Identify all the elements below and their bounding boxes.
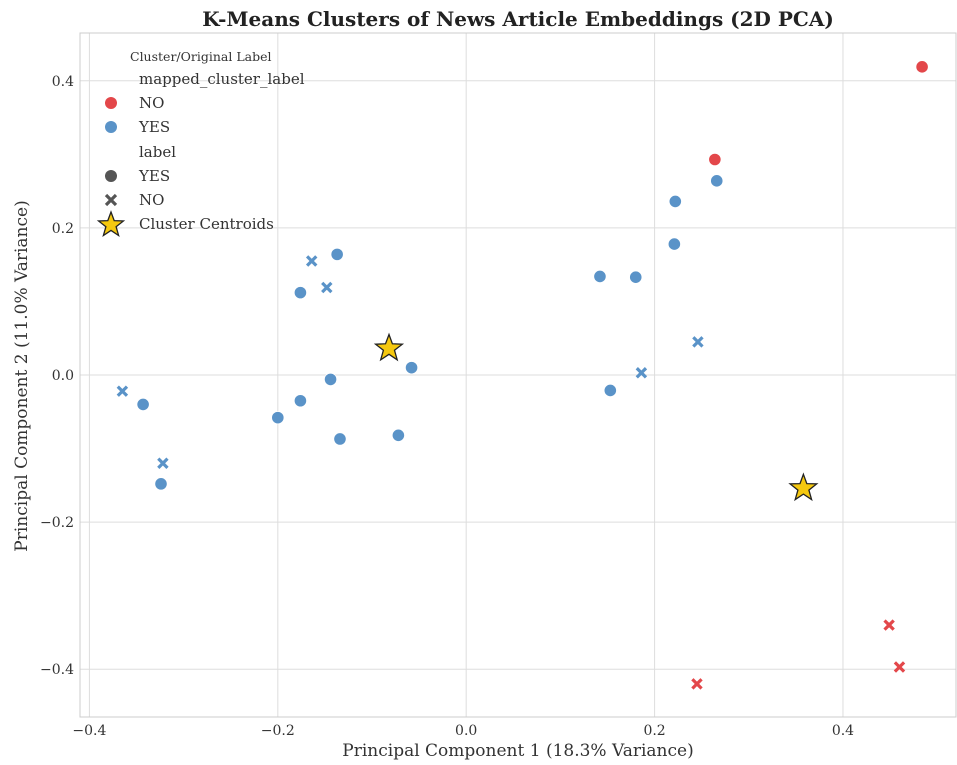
data-points	[116, 60, 929, 690]
legend-marker-x	[104, 193, 118, 207]
legend-label-yes: YES	[138, 118, 170, 136]
plot-area: −0.4 −0.2 0.0 0.2 0.4 −0.4 −0.2 0.0 0.2 0.4	[40, 32, 957, 739]
legend-marker-yes	[105, 121, 117, 133]
data-point-circle	[154, 477, 168, 491]
data-point-circle	[136, 397, 150, 412]
data-point-circle	[629, 270, 643, 284]
data-point-circle	[391, 428, 405, 442]
x-tick-label: 0.4	[832, 723, 854, 739]
data-point-circle	[708, 152, 722, 167]
legend-style-heading: label	[139, 143, 176, 161]
centroid-star	[788, 472, 819, 502]
x-tick-label: 0.2	[643, 723, 665, 739]
chart-title: K-Means Clusters of News Article Embeddi…	[202, 7, 834, 31]
legend-hue-heading: mapped_cluster_label	[139, 70, 305, 88]
data-point-circle	[333, 432, 347, 446]
data-point-circle	[330, 247, 344, 261]
x-tick-label: 0.0	[455, 723, 477, 739]
legend-label-no: NO	[139, 94, 164, 112]
x-axis-label: Principal Component 1 (18.3% Variance)	[342, 741, 693, 761]
legend-label-style-no: NO	[139, 191, 164, 209]
tick-labels: −0.4 −0.2 0.0 0.2 0.4 −0.4 −0.2 0.0 0.2 0.4	[40, 74, 854, 739]
data-point-x	[691, 678, 703, 690]
data-point-circle	[404, 361, 419, 375]
grid-lines	[80, 33, 956, 717]
y-tick-label: 0.4	[52, 74, 74, 90]
plot-frame	[79, 32, 957, 718]
legend-marker-star	[96, 210, 126, 238]
data-point-circle	[710, 174, 724, 188]
data-point-circle	[293, 286, 308, 300]
data-point-x	[692, 336, 704, 348]
data-point-x	[321, 281, 333, 294]
data-point-x	[893, 661, 906, 673]
legend-label-style-yes: YES	[138, 167, 170, 185]
data-point-circle	[915, 60, 929, 74]
cluster-centroids	[373, 332, 819, 502]
legend-title: Cluster/Original Label	[130, 49, 271, 64]
legend-label-centroids: Cluster Centroids	[139, 215, 274, 233]
y-tick-label: 0.0	[52, 368, 74, 384]
data-point-circle	[293, 394, 308, 408]
y-tick-label: 0.2	[52, 221, 74, 237]
data-point-circle	[603, 383, 617, 398]
data-point-circle	[667, 237, 681, 251]
data-point-x	[883, 619, 895, 631]
data-point-x	[116, 385, 129, 397]
data-point-x	[305, 255, 318, 267]
data-point-circle	[271, 411, 285, 425]
data-point-x	[635, 367, 648, 379]
data-point-circle	[668, 194, 682, 209]
x-tick-label: −0.2	[261, 723, 295, 739]
x-tick-label: −0.4	[72, 723, 106, 739]
data-point-x	[157, 457, 169, 469]
y-axis-label: Principal Component 2 (11.0% Variance)	[12, 200, 32, 551]
data-point-circle	[593, 269, 607, 284]
legend-marker-circle	[105, 170, 117, 182]
legend-marker-no	[105, 97, 117, 109]
legend: Cluster/Original Label mapped_cluster_la…	[96, 49, 305, 238]
centroid-star	[373, 332, 405, 362]
y-tick-label: −0.4	[40, 662, 74, 678]
y-tick-label: −0.2	[40, 515, 74, 531]
data-point-circle	[323, 372, 338, 387]
